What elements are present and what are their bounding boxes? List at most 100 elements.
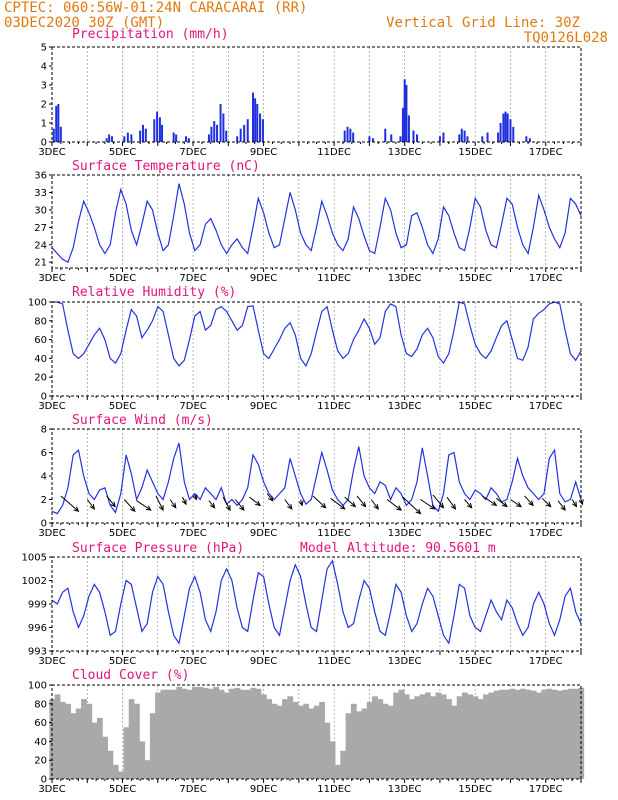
pressure-xtick-label: 3DEC [38, 656, 65, 667]
precipitation-bar [59, 126, 62, 142]
cloud-column [102, 736, 109, 779]
precipitation-bar [497, 132, 500, 142]
cloud-column [149, 713, 156, 779]
wind-vector [510, 499, 522, 507]
cloud-column [361, 708, 368, 779]
wind-vector [330, 497, 346, 510]
wind-xtick-label: 13DEC [388, 528, 422, 539]
humidity-ytick-label: 80 [34, 316, 47, 327]
cloud-xtick-label: 13DEC [388, 784, 422, 795]
cloud-column [65, 703, 72, 779]
precipitation-bar [219, 104, 222, 142]
cloud-column [356, 711, 362, 779]
precipitation-bar [185, 136, 188, 142]
cloud-column [366, 701, 373, 779]
cloud-column [467, 694, 474, 779]
cloud-column [551, 689, 558, 779]
header-line-1: CPTEC: 060:56W-01:24N CARACARAI (RR) [4, 0, 307, 16]
precipitation-bar [139, 130, 142, 142]
precipitation-bar [502, 113, 505, 142]
pressure-xtick-label: 7DEC [179, 656, 206, 667]
cloud-column [557, 690, 563, 779]
cloud-column [477, 699, 484, 779]
cloud-column [160, 689, 167, 779]
precipitation-bar [403, 79, 406, 142]
cloud-column [176, 686, 183, 779]
wind-vector-head [578, 499, 584, 506]
pressure-ytick-label: 996 [28, 623, 47, 634]
cloud-column [372, 696, 378, 779]
wind-vector-head [545, 501, 552, 508]
precipitation-bar [243, 124, 246, 142]
wind-vector [402, 496, 421, 514]
wind-vector [524, 495, 534, 506]
wind-vector-head [571, 501, 578, 508]
precipitation-ytick-label: 0 [41, 138, 47, 149]
cloud-column [398, 689, 405, 779]
cloud-column [451, 705, 458, 779]
cloud-column [387, 705, 394, 779]
humidity-ytick-label: 60 [34, 335, 47, 346]
precipitation-bar [405, 85, 408, 142]
cloud-column [292, 701, 299, 779]
wind-xtick-label: 5DEC [109, 528, 136, 539]
cloud-column [70, 713, 77, 779]
cloud-column [123, 727, 130, 779]
wind-line [51, 442, 582, 515]
cloud-xtick-label: 7DEC [179, 784, 206, 795]
cloud-column [308, 708, 315, 779]
precipitation-frame [51, 46, 582, 143]
wind-vector [222, 496, 231, 511]
precipitation-bar [110, 136, 113, 142]
cloud-column [324, 722, 331, 779]
precipitation-bar [141, 124, 144, 142]
precipitation-bar [407, 115, 410, 142]
cloud-column [118, 771, 124, 779]
temperature-ytick-label: 24 [34, 240, 47, 251]
temperature-ytick-label: 33 [34, 188, 47, 199]
precipitation-bar [207, 134, 210, 142]
humidity-ytick-label: 20 [34, 373, 47, 384]
wind-vector [123, 499, 136, 512]
cloud-column [461, 692, 468, 779]
cloud-column [345, 713, 352, 779]
wind-vector-head [145, 505, 152, 511]
cloud-column [155, 692, 161, 779]
pressure-line [51, 559, 582, 645]
wind-vector [370, 499, 379, 510]
pressure-ytick-label: 1005 [22, 553, 47, 564]
cloud-column [276, 705, 283, 779]
precipitation-xtick-label: 15DEC [458, 147, 492, 158]
wind-xtick-label: 17DEC [529, 528, 563, 539]
precipitation-bar [442, 132, 445, 142]
wind-vector [155, 495, 164, 511]
temperature-ytick-label: 21 [34, 258, 47, 269]
wind-vector-head [438, 502, 445, 509]
precipitation-bar [216, 124, 219, 142]
cloud-column [303, 703, 310, 779]
header-line-2: 03DEC2020 30Z (GMT) [4, 15, 164, 31]
wind-vector [386, 499, 402, 511]
precipitation-xtick-label: 9DEC [250, 147, 277, 158]
wind-vector-head [339, 504, 346, 510]
pressure-xtick-label: 5DEC [109, 656, 136, 667]
precipitation-title: Precipitation (mm/h) [72, 27, 229, 42]
wind-vector-head [501, 501, 508, 508]
wind-vector [481, 495, 497, 506]
precipitation-xtick-label: 13DEC [388, 147, 422, 158]
cloud-column [260, 694, 267, 779]
precipitation-bar [463, 130, 466, 142]
cloud-column [81, 699, 87, 779]
cloud-xtick-label: 3DEC [38, 784, 65, 795]
precipitation-bar [108, 134, 111, 142]
cloud-column [520, 688, 526, 779]
wind-vector-head [110, 501, 116, 508]
wind-vector-head [466, 502, 473, 509]
precipitation-bar [261, 119, 264, 142]
precipitation-xtick-label: 11DEC [317, 147, 351, 158]
cloud-column [414, 696, 421, 779]
humidity-xtick-label: 11DEC [317, 401, 351, 412]
cloud-column [218, 689, 225, 779]
cloud-column [525, 689, 532, 779]
wind-vector [496, 497, 508, 507]
